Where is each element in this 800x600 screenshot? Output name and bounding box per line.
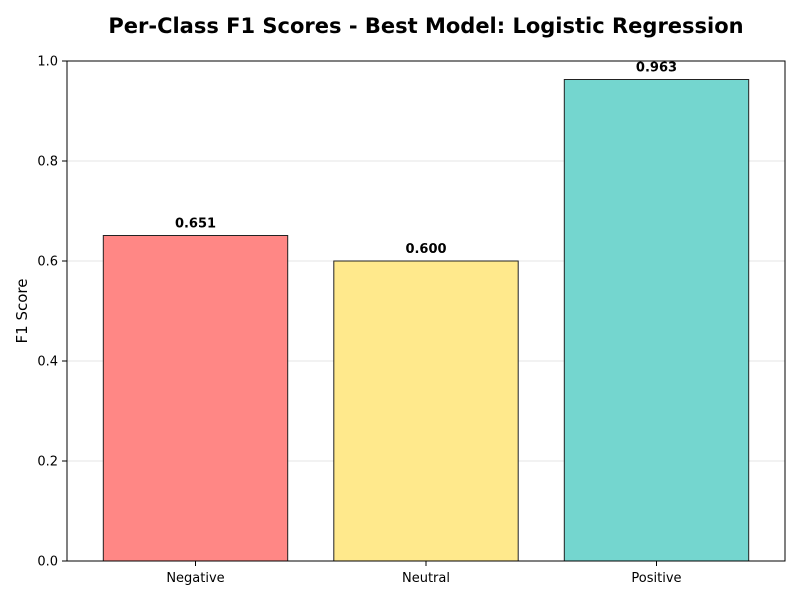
bar-neutral bbox=[333, 260, 519, 562]
bars bbox=[102, 79, 750, 562]
x-tick-label-neutral: Neutral bbox=[402, 571, 450, 586]
chart-title: Per-Class F1 Scores - Best Model: Logist… bbox=[108, 14, 743, 38]
x-tick-label-negative: Negative bbox=[166, 571, 224, 586]
data-label-negative: 0.651 bbox=[175, 217, 216, 232]
y-tick-label: 1.0 bbox=[37, 55, 58, 70]
y-tick-label: 0.6 bbox=[37, 255, 58, 270]
y-tick-label: 0.2 bbox=[37, 455, 58, 470]
data-label-neutral: 0.600 bbox=[405, 242, 446, 257]
y-tick-label: 0.4 bbox=[37, 355, 58, 370]
data-labels: 0.651 0.600 0.963 bbox=[175, 61, 677, 258]
bar-negative bbox=[102, 235, 289, 562]
bar-positive bbox=[563, 79, 750, 562]
y-axis-label: F1 Score bbox=[13, 279, 31, 344]
x-tick-label-positive: Positive bbox=[631, 571, 681, 586]
y-tick-label: 0.8 bbox=[37, 155, 58, 170]
x-axis: Negative Neutral Positive bbox=[166, 561, 682, 586]
data-label-positive: 0.963 bbox=[636, 61, 677, 76]
y-axis: 0.0 0.2 0.4 0.6 0.8 1.0 bbox=[37, 55, 67, 570]
y-tick-label: 0.0 bbox=[37, 555, 58, 570]
